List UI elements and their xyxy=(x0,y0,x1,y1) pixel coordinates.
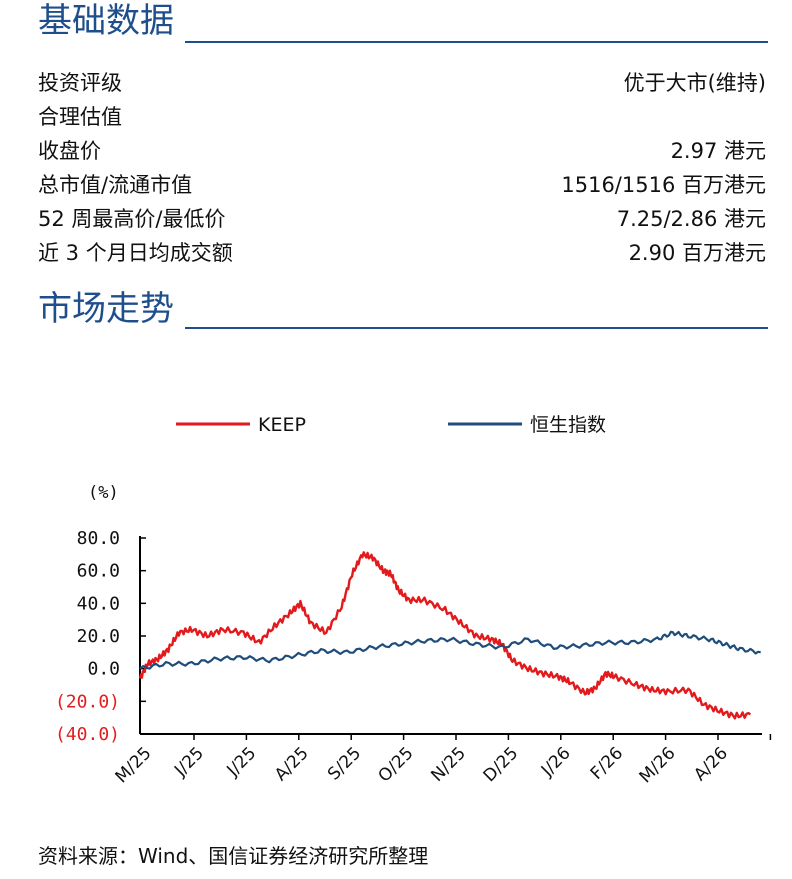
y-tick-label: 20.0 xyxy=(77,626,120,647)
row-label: 近 3 个月日均成交额 xyxy=(38,241,233,265)
row-label: 合理估值 xyxy=(38,105,122,129)
section-rule-market xyxy=(185,327,768,329)
row-label: 总市值/流通市值 xyxy=(38,173,193,197)
y-tick-label: 60.0 xyxy=(77,561,120,582)
basic-row: 52 周最高价/最低价 7.25/2.86 港元 xyxy=(38,202,766,236)
basic-row: 收盘价 2.97 港元 xyxy=(38,134,766,168)
x-tick-label: S/25 xyxy=(324,743,365,784)
row-label: 收盘价 xyxy=(38,139,101,163)
x-tick-label: N/25 xyxy=(427,743,469,785)
x-tick-label: O/25 xyxy=(375,743,418,786)
y-tick-label: 0.0 xyxy=(87,659,120,680)
y-tick-label: 80.0 xyxy=(77,528,120,549)
section-title-basic: 基础数据 xyxy=(38,1,174,41)
x-tick-label: D/25 xyxy=(480,743,523,786)
row-value: 7.25/2.86 港元 xyxy=(616,207,766,231)
y-unit-label: (%) xyxy=(88,483,119,503)
source-note: 资料来源：Wind、国信证券经济研究所整理 xyxy=(38,844,429,868)
y-tick-label: 40.0 xyxy=(77,593,120,614)
x-tick-label: J/25 xyxy=(223,743,261,781)
legend-label-1: 恒生指数 xyxy=(530,414,606,436)
basic-row: 总市值/流通市值 1516/1516 百万港元 xyxy=(38,168,766,202)
section-title-market: 市场走势 xyxy=(38,289,174,329)
x-tick-label: M/26 xyxy=(636,743,680,787)
x-tick-label: F/26 xyxy=(587,743,627,783)
section-rule-basic xyxy=(185,41,768,43)
x-tick-label: M/25 xyxy=(112,743,156,787)
market-chart: KEEP 恒生指数 (%) 80.0 60.0 40.0 20.0 0.0 (20.0) (40.… xyxy=(55,414,772,787)
series-line-hsi xyxy=(139,630,761,670)
x-tick-label: J/26 xyxy=(537,743,575,781)
basic-row: 合理估值 xyxy=(38,100,766,134)
basic-row: 投资评级 优于大市(维持) xyxy=(38,66,766,100)
row-value: 1516/1516 百万港元 xyxy=(561,173,766,197)
row-value: 2.97 港元 xyxy=(670,139,766,163)
row-value: 2.90 百万港元 xyxy=(628,241,766,265)
row-label: 投资评级 xyxy=(38,71,122,95)
basic-row: 近 3 个月日均成交额 2.90 百万港元 xyxy=(38,236,766,270)
x-tick-label: J/25 xyxy=(170,743,208,781)
row-label: 52 周最高价/最低价 xyxy=(38,207,226,231)
basic-data-table: 投资评级 优于大市(维持) 合理估值收盘价 2.97 港元总市值/流通市值 1516/1… xyxy=(38,66,766,270)
x-tick-label: A/26 xyxy=(690,743,732,785)
legend-label-0: KEEP xyxy=(258,414,306,436)
x-tick-label: A/25 xyxy=(271,743,313,785)
y-tick-label: (40.0) xyxy=(55,724,120,745)
series-line-keep xyxy=(138,551,752,720)
row-value: 优于大市(维持) xyxy=(623,71,766,95)
y-tick-label: (20.0) xyxy=(55,691,120,712)
